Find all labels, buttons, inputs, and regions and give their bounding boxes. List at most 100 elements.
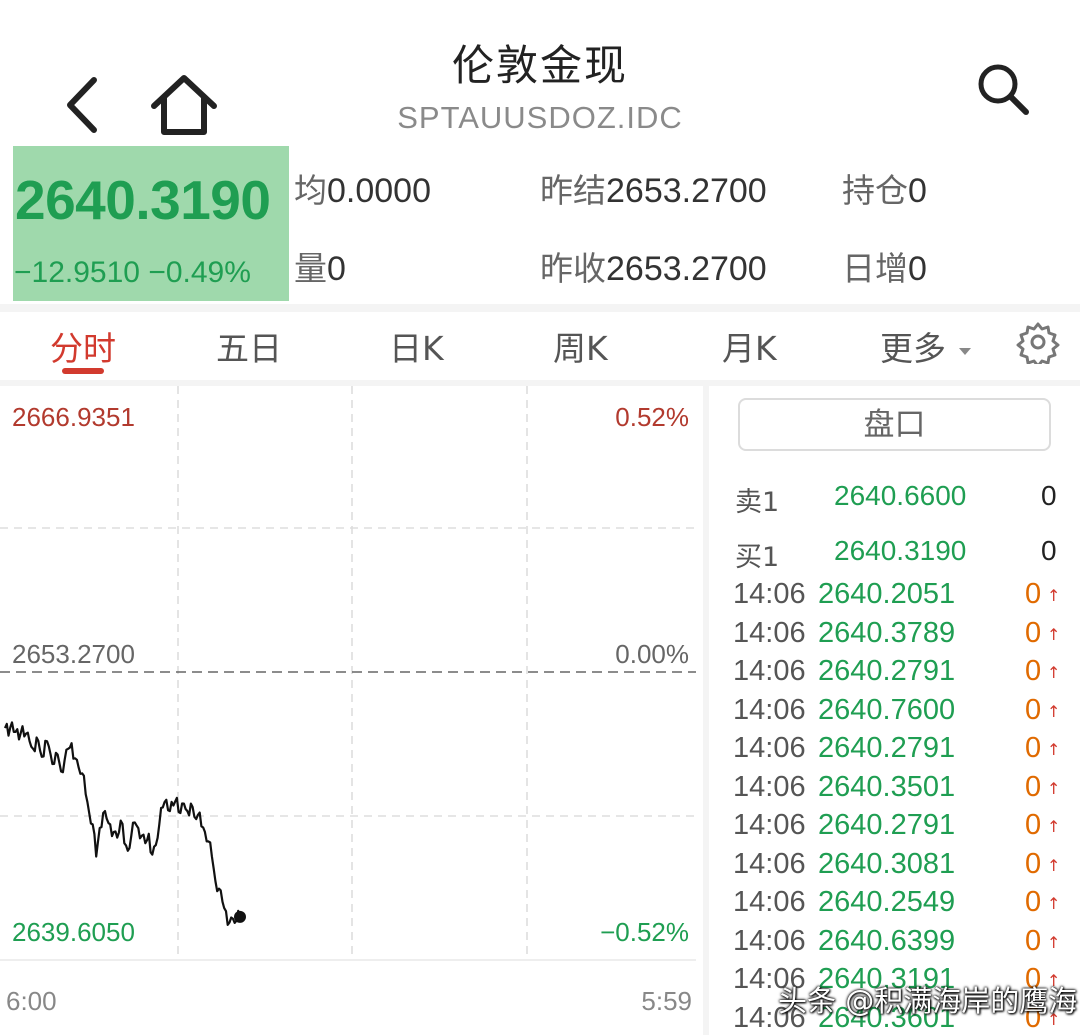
gear-icon — [1016, 322, 1060, 368]
up-arrow-icon: ↑ — [1047, 740, 1061, 759]
instrument-code: SPTAUUSDOZ.IDC — [397, 100, 683, 135]
stat-label: 日增 — [842, 249, 908, 288]
trade-price: 2640.3081 — [818, 848, 956, 880]
trade-volume: 0 — [1025, 809, 1042, 841]
up-arrow-icon: ↑ — [1047, 933, 1061, 952]
order-book-button[interactable]: 盘口 — [738, 398, 1051, 451]
stat-label: 昨收 — [540, 249, 606, 288]
up-arrow-icon: ↑ — [1047, 702, 1061, 721]
tab-more[interactable]: 更多 — [880, 322, 973, 370]
trade-volume: 0 — [1025, 925, 1042, 957]
last-price: 2640.3190 — [15, 169, 271, 231]
price-change: −12.9510 −0.49% — [14, 256, 251, 290]
stat-prev-settle: 昨结2653.2700 — [540, 164, 767, 212]
tab-intraday[interactable]: 分时 — [50, 329, 116, 368]
trade-price: 2640.2051 — [818, 578, 956, 610]
trade-time: 14:06 — [733, 963, 806, 995]
search-button[interactable] — [972, 58, 1034, 120]
trade-volume: 0 — [1025, 655, 1042, 687]
ask-1-price: 2640.6600 — [834, 480, 967, 511]
chart-grid — [0, 386, 696, 961]
trade-time: 14:06 — [733, 655, 806, 687]
tab-daily-k[interactable]: 日K — [389, 329, 444, 368]
up-arrow-icon: ↑ — [1047, 586, 1061, 605]
stat-value: 0 — [908, 250, 927, 288]
pct-axis-mid-label: 0.00% — [615, 639, 689, 669]
back-button[interactable] — [56, 70, 116, 140]
trade-time: 14:06 — [733, 617, 806, 649]
stat-avg: 均0.0000 — [294, 164, 431, 212]
tab-five-day[interactable]: 五日 — [216, 329, 282, 368]
up-arrow-icon: ↑ — [1047, 817, 1061, 836]
up-arrow-icon: ↑ — [1047, 971, 1061, 990]
x-axis-end-label: 5:59 — [641, 986, 692, 1016]
stat-value: 0.0000 — [327, 172, 431, 210]
tab-weekly-k[interactable]: 周K — [553, 329, 608, 368]
tab-more-label: 更多 — [880, 329, 946, 368]
up-arrow-icon: ↑ — [1047, 625, 1061, 644]
bid-1-volume: 0 — [1041, 535, 1057, 566]
trade-time: 14:06 — [733, 848, 806, 880]
trade-volume: 0 — [1025, 771, 1042, 803]
watermark: 头条 @积满海岸的鹰海 — [778, 984, 1078, 1018]
trade-volume: 0 — [1025, 1002, 1042, 1034]
intraday-chart[interactable] — [0, 386, 703, 1035]
page-title: 伦敦金现 — [451, 41, 628, 90]
trade-price: 2640.2791 — [818, 655, 956, 687]
pct-axis-top-label: 0.52% — [615, 402, 689, 432]
trade-volume: 0 — [1025, 886, 1042, 918]
last-price-dot — [234, 910, 246, 923]
trade-price: 2640.3601 — [818, 1002, 956, 1034]
active-tab-indicator — [62, 368, 104, 374]
trade-price: 2640.2791 — [818, 809, 956, 841]
bid-1-label: 买1 — [735, 542, 780, 573]
stat-label: 量 — [294, 249, 327, 288]
trade-time: 14:06 — [733, 694, 806, 726]
ask-1-label: 卖1 — [735, 487, 780, 518]
pct-axis-bottom-label: −0.52% — [600, 917, 689, 947]
stat-label: 持仓 — [842, 171, 908, 210]
trade-time: 14:06 — [733, 1002, 806, 1034]
trade-time: 14:06 — [733, 925, 806, 957]
chevron-left-icon — [67, 77, 97, 133]
stat-value: 0 — [327, 250, 346, 288]
up-arrow-icon: ↑ — [1047, 894, 1061, 913]
tab-monthly-k[interactable]: 月K — [722, 329, 777, 368]
stat-label: 昨结 — [540, 171, 606, 210]
trade-time: 14:06 — [733, 809, 806, 841]
ask-1-volume: 0 — [1041, 480, 1057, 511]
panel-divider — [703, 386, 709, 1035]
stat-value: 0 — [908, 172, 927, 210]
home-button[interactable] — [148, 70, 220, 140]
section-divider — [0, 304, 1080, 312]
search-icon — [978, 64, 1029, 115]
section-divider — [0, 380, 1080, 386]
bid-1-price: 2640.3190 — [834, 535, 967, 566]
trade-time: 14:06 — [733, 732, 806, 764]
stat-value: 2653.2700 — [606, 250, 767, 288]
trade-price: 2640.2791 — [818, 732, 956, 764]
stat-label: 均 — [294, 171, 327, 210]
home-icon — [151, 75, 217, 135]
trade-time: 14:06 — [733, 578, 806, 610]
trade-volume: 0 — [1025, 732, 1042, 764]
x-axis-start-label: 6:00 — [6, 986, 57, 1016]
up-arrow-icon: ↑ — [1047, 856, 1061, 875]
trade-price: 2640.3501 — [818, 771, 956, 803]
y-axis-top-label: 2666.9351 — [12, 402, 135, 432]
change-amount: −12.9510 — [14, 256, 140, 289]
stat-open-interest: 持仓0 — [842, 164, 927, 212]
stat-value: 2653.2700 — [606, 172, 767, 210]
up-arrow-icon: ↑ — [1047, 779, 1061, 798]
trade-price: 2640.7600 — [818, 694, 956, 726]
price-highlight — [13, 146, 289, 301]
trade-price: 2640.3789 — [818, 617, 956, 649]
up-arrow-icon: ↑ — [1047, 663, 1061, 682]
y-axis-mid-label: 2653.2700 — [12, 639, 135, 669]
y-axis-bottom-label: 2639.6050 — [12, 917, 135, 947]
up-arrow-icon: ↑ — [1047, 1010, 1061, 1029]
settings-button[interactable] — [1016, 320, 1060, 368]
stat-volume: 量0 — [294, 242, 346, 290]
trade-price: 2640.6399 — [818, 925, 956, 957]
trade-volume: 0 — [1025, 694, 1042, 726]
